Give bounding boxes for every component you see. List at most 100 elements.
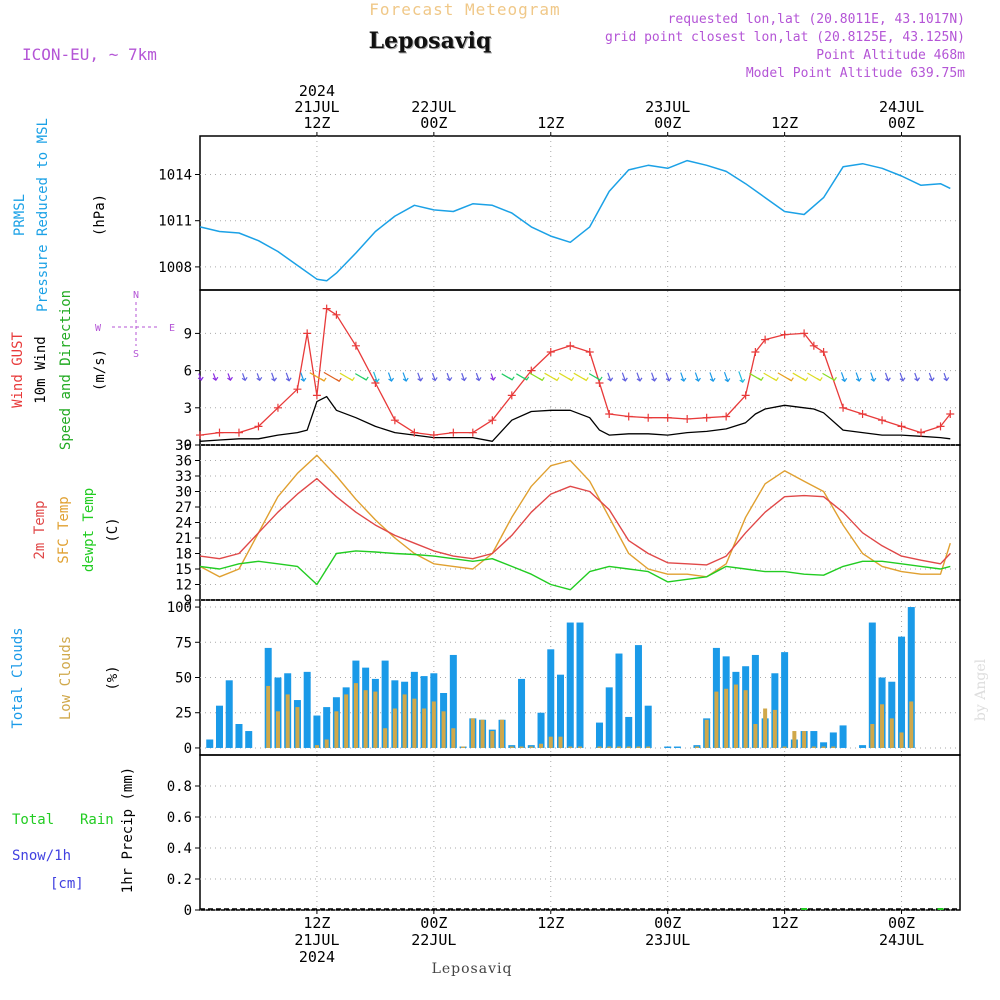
y-tick-label: 9 <box>184 326 192 342</box>
gust-marker <box>751 348 760 356</box>
y-tick-label: 25 <box>175 706 192 722</box>
gust-marker <box>624 412 633 421</box>
wind-direction-arrow <box>665 372 670 381</box>
low-cloud-bar <box>616 746 621 748</box>
gust-marker <box>332 310 341 319</box>
wind-direction-arrow <box>285 372 290 381</box>
wind-direction-arrow <box>723 371 729 382</box>
bottom-tick-label: 12Z <box>537 914 564 932</box>
low-cloud-bar <box>373 691 378 748</box>
gust-marker <box>546 348 555 356</box>
total-cloud-bar <box>693 745 701 748</box>
y-tick-label: 0 <box>184 438 192 454</box>
wind-arrow-head <box>373 378 380 383</box>
low-cloud-bar <box>422 708 427 748</box>
low-cloud-bar <box>626 746 631 748</box>
total-cloud-bar <box>907 607 915 748</box>
model-altitude: Model Point Altitude 639.75m <box>746 66 965 81</box>
total-cloud-bar <box>576 622 584 748</box>
gust-marker <box>527 366 536 375</box>
bottom-tick-label: 2024 <box>299 948 335 966</box>
low-cloud-bar <box>880 704 885 748</box>
wind-arrow-head <box>943 377 950 382</box>
low-cloud-bar <box>529 746 534 748</box>
wind-arrow-head <box>841 377 848 383</box>
low-cloud-bar <box>509 746 514 748</box>
wind-arrow-head <box>885 377 891 382</box>
low-cloud-bar <box>714 691 719 748</box>
total-cloud-bar <box>245 731 253 748</box>
bottom-tick-label: 00Z <box>420 914 447 932</box>
y-tick-label: 50 <box>175 671 192 687</box>
wind-arrow-head <box>475 377 482 382</box>
low-cloud-bar <box>753 724 758 748</box>
low-cloud-bar <box>568 746 573 748</box>
y-tick-label: 18 <box>175 547 192 563</box>
low-cloud-bar <box>763 708 768 748</box>
low-cloud-bar <box>470 718 475 748</box>
total-cloud-bar <box>225 680 233 748</box>
y-tick-label: 0.6 <box>167 810 192 826</box>
wind-arrow-head <box>709 377 716 383</box>
model-name: ICON-EU, ~ 7km <box>22 45 157 64</box>
wind-arrow-head <box>665 377 672 382</box>
top-tick-label: 00Z <box>654 114 681 132</box>
precip-total-label: Total <box>12 812 54 828</box>
top-tick-label: 22JUL <box>411 98 456 116</box>
wind-gust-label: Wind GUST <box>10 332 26 408</box>
gust-marker <box>663 413 672 422</box>
gust-marker <box>595 379 604 387</box>
top-tick-label: 00Z <box>888 114 915 132</box>
wind-arrow-head <box>582 377 589 382</box>
wind-arrow-head <box>490 376 496 381</box>
wind-arrow-head <box>870 377 877 382</box>
wind-direction-arrow <box>855 372 860 382</box>
wind-arrow-head <box>568 377 575 382</box>
low-cloud-bar <box>295 707 300 748</box>
wind-arrow-head <box>271 377 278 382</box>
wind-direction-arrow <box>870 372 875 382</box>
bottom-tick-label: 00Z <box>654 914 681 932</box>
gust-marker <box>273 403 282 412</box>
wind-arrow-head <box>256 376 263 382</box>
total-cloud-bar <box>518 678 526 748</box>
y-tick-label: 100 <box>167 600 192 616</box>
low-cloud-bar <box>480 719 485 748</box>
wind-direction-arrow <box>636 372 641 382</box>
low-cloud-bar <box>441 711 446 748</box>
wind-direction-arrow <box>621 372 626 382</box>
low-cloud-bar <box>899 732 904 748</box>
low-cloud-bar <box>392 708 397 748</box>
compass-west: W <box>95 323 102 334</box>
gust-marker <box>566 341 575 350</box>
location-title: Leposaviq <box>369 28 492 54</box>
bottom-tick-label: 24JUL <box>879 931 924 949</box>
wind-unit: (m/s) <box>92 349 108 391</box>
y-tick-label: 30 <box>175 485 192 501</box>
low-cloud-bar <box>811 746 816 748</box>
gust-marker <box>488 416 497 425</box>
wind-direction-arrow <box>256 373 261 381</box>
low-cloud-bar <box>431 701 436 748</box>
low-cloud-bar <box>646 746 651 748</box>
precip-cm-label: [cm] <box>50 876 84 892</box>
y-tick-label: 1011 <box>158 214 192 230</box>
wind-arrow-head <box>855 377 862 382</box>
wind-arrow-head <box>695 377 701 382</box>
gust-marker <box>196 431 204 440</box>
total-cloud-bar <box>527 745 535 748</box>
total-cloud-bar <box>859 745 867 748</box>
low-cloud-bar <box>724 688 729 748</box>
wind-speed-line <box>199 395 951 442</box>
low-cloud-bar <box>363 690 368 748</box>
wind-arrow-head <box>431 377 438 382</box>
y-tick-label: 39 <box>175 438 192 454</box>
low-cloud-bar <box>353 683 358 748</box>
precip-rain-label: Rain <box>80 812 114 828</box>
precip-snow-label: Snow/1h <box>12 848 71 864</box>
gust-marker <box>644 413 653 422</box>
total-cloud-bar <box>215 705 223 748</box>
wind-arrow-head <box>446 377 453 382</box>
y-tick-label: 21 <box>175 531 192 547</box>
